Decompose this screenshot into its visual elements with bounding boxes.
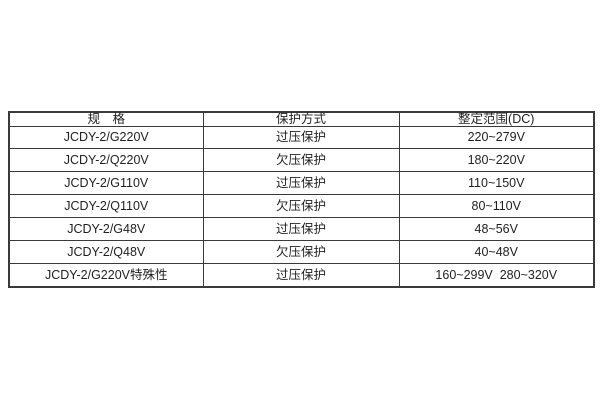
range-cell: 110~150V xyxy=(398,171,595,196)
spec-cell: JCDY-2/G48V xyxy=(8,217,204,241)
table-row: JCDY-2/Q48V 欠压保护 40~48V xyxy=(8,239,595,264)
range-cell: 48~56V xyxy=(398,217,595,241)
range-cell: 160~299V 280~320V xyxy=(398,262,595,288)
column-header-range: 整定范围(DC) xyxy=(398,111,595,127)
protection-cell: 欠压保护 xyxy=(202,148,400,173)
spec-cell: JCDY-2/Q48V xyxy=(8,239,204,264)
header-row: 规 格 保护方式 整定范围(DC) xyxy=(8,111,595,127)
spec-cell: JCDY-2/G220V特殊性 xyxy=(8,262,204,288)
spec-cell: JCDY-2/G110V xyxy=(8,171,204,196)
spec-cell: JCDY-2/Q220V xyxy=(8,148,204,173)
table-row: JCDY-2/G220V特殊性 过压保护 160~299V 280~320V xyxy=(8,262,595,288)
range-cell: 180~220V xyxy=(398,148,595,173)
range-cell: 80~110V xyxy=(398,194,595,218)
spec-cell: JCDY-2/Q110V xyxy=(8,194,204,218)
table-row: JCDY-2/G110V 过压保护 110~150V xyxy=(8,171,595,196)
spec-table: 规 格 保护方式 整定范围(DC) JCDY-2/G220V 过压保护 220~… xyxy=(8,111,595,288)
protection-cell: 过压保护 xyxy=(202,262,400,288)
table-row: JCDY-2/Q110V 欠压保护 80~110V xyxy=(8,194,595,218)
protection-cell: 欠压保护 xyxy=(202,239,400,264)
table-row: JCDY-2/Q220V 欠压保护 180~220V xyxy=(8,148,595,173)
protection-cell: 过压保护 xyxy=(202,171,400,196)
table-row: JCDY-2/G220V 过压保护 220~279V xyxy=(8,125,595,150)
column-header-spec: 规 格 xyxy=(8,111,204,127)
table-row: JCDY-2/G48V 过压保护 48~56V xyxy=(8,217,595,241)
spec-cell: JCDY-2/G220V xyxy=(8,125,204,150)
spec-table-container: 规 格 保护方式 整定范围(DC) JCDY-2/G220V 过压保护 220~… xyxy=(8,111,595,288)
range-cell: 220~279V xyxy=(398,125,595,150)
range-cell: 40~48V xyxy=(398,239,595,264)
protection-cell: 过压保护 xyxy=(202,217,400,241)
column-header-protection: 保护方式 xyxy=(202,111,400,127)
protection-cell: 欠压保护 xyxy=(202,194,400,218)
protection-cell: 过压保护 xyxy=(202,125,400,150)
